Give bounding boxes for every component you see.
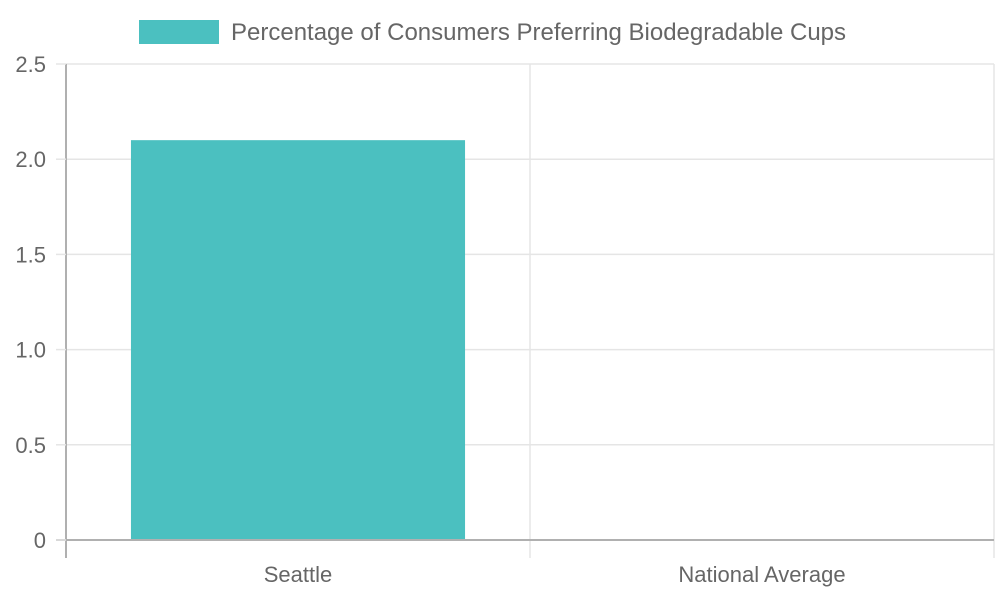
bars — [130, 140, 466, 540]
legend[interactable]: Percentage of Consumers Preferring Biode… — [139, 19, 846, 46]
y-tick-label: 0 — [34, 528, 46, 553]
y-tick-label: 1.0 — [15, 338, 46, 363]
y-tick-label: 1.5 — [15, 242, 46, 267]
bar-seattle[interactable] — [130, 140, 466, 540]
x-tick-label: Seattle — [264, 562, 333, 587]
legend-swatch — [139, 20, 219, 44]
y-tick-label: 2.0 — [15, 147, 46, 172]
legend-label: Percentage of Consumers Preferring Biode… — [231, 19, 846, 46]
x-axis-ticks: Seattle National Average — [264, 562, 846, 587]
x-tick-label: National Average — [678, 562, 845, 587]
y-axis-ticks: 0 0.5 1.0 1.5 2.0 2.5 — [15, 52, 66, 553]
y-tick-label: 2.5 — [15, 52, 46, 77]
axes — [56, 64, 994, 558]
y-tick-label: 0.5 — [15, 433, 46, 458]
